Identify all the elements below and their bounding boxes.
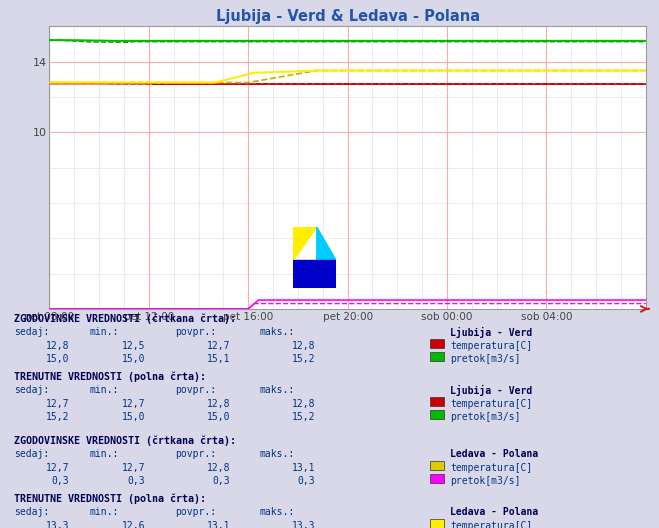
Text: 15,2: 15,2: [291, 412, 315, 422]
Text: 13,1: 13,1: [291, 463, 315, 473]
Text: pretok[m3/s]: pretok[m3/s]: [450, 412, 521, 422]
Text: 0,3: 0,3: [297, 476, 315, 486]
Text: 12,8: 12,8: [291, 399, 315, 409]
Text: 12,8: 12,8: [291, 341, 315, 351]
Text: 15,2: 15,2: [291, 354, 315, 364]
Text: 12,8: 12,8: [206, 399, 230, 409]
Text: pretok[m3/s]: pretok[m3/s]: [450, 354, 521, 364]
Text: 15,2: 15,2: [45, 412, 69, 422]
Text: 12,7: 12,7: [45, 463, 69, 473]
Text: 0,3: 0,3: [212, 476, 230, 486]
Text: maks.:: maks.:: [260, 327, 295, 337]
Bar: [430, 410, 444, 419]
Text: min.:: min.:: [90, 385, 119, 395]
Text: temperatura[C]: temperatura[C]: [450, 341, 532, 351]
Bar: [430, 519, 444, 528]
Text: maks.:: maks.:: [260, 385, 295, 395]
Text: temperatura[C]: temperatura[C]: [450, 399, 532, 409]
Text: povpr.:: povpr.:: [175, 385, 216, 395]
Bar: [430, 461, 444, 470]
Text: 13,1: 13,1: [206, 521, 230, 528]
Bar: [430, 352, 444, 361]
Text: pretok[m3/s]: pretok[m3/s]: [450, 476, 521, 486]
Text: sedaj:: sedaj:: [14, 507, 49, 517]
Text: 12,7: 12,7: [45, 399, 69, 409]
Text: 12,6: 12,6: [121, 521, 145, 528]
Text: Ledava - Polana: Ledava - Polana: [450, 449, 538, 459]
Text: 12,5: 12,5: [121, 341, 145, 351]
Text: min.:: min.:: [90, 507, 119, 517]
Polygon shape: [317, 227, 336, 260]
Text: ZGODOVINSKE VREDNOSTI (črtkana črta):: ZGODOVINSKE VREDNOSTI (črtkana črta):: [14, 436, 236, 446]
Text: 13,3: 13,3: [291, 521, 315, 528]
Text: sedaj:: sedaj:: [14, 385, 49, 395]
Text: 12,7: 12,7: [121, 463, 145, 473]
Text: 0,3: 0,3: [127, 476, 145, 486]
Text: 12,7: 12,7: [121, 399, 145, 409]
Bar: [430, 338, 444, 347]
Text: temperatura[C]: temperatura[C]: [450, 463, 532, 473]
Text: sedaj:: sedaj:: [14, 449, 49, 459]
Text: 13,3: 13,3: [45, 521, 69, 528]
Text: maks.:: maks.:: [260, 449, 295, 459]
Bar: [430, 474, 444, 484]
Text: 0,3: 0,3: [51, 476, 69, 486]
Bar: [430, 397, 444, 406]
Text: 15,1: 15,1: [206, 354, 230, 364]
Polygon shape: [293, 227, 317, 260]
Text: min.:: min.:: [90, 327, 119, 337]
Text: 12,7: 12,7: [206, 341, 230, 351]
Text: 15,0: 15,0: [121, 412, 145, 422]
Text: 12,8: 12,8: [45, 341, 69, 351]
Text: min.:: min.:: [90, 449, 119, 459]
Text: 15,0: 15,0: [45, 354, 69, 364]
Text: Ledava - Polana: Ledava - Polana: [450, 507, 538, 517]
Text: povpr.:: povpr.:: [175, 507, 216, 517]
Polygon shape: [293, 260, 336, 288]
Text: Ljubija - Verd: Ljubija - Verd: [450, 385, 532, 396]
Text: povpr.:: povpr.:: [175, 327, 216, 337]
Text: TRENUTNE VREDNOSTI (polna črta):: TRENUTNE VREDNOSTI (polna črta):: [14, 372, 206, 382]
Text: 15,0: 15,0: [206, 412, 230, 422]
Text: ZGODOVINSKE VREDNOSTI (črtkana črta):: ZGODOVINSKE VREDNOSTI (črtkana črta):: [14, 314, 236, 324]
Text: Ljubija - Verd: Ljubija - Verd: [450, 327, 532, 338]
Text: temperatura[C]: temperatura[C]: [450, 521, 532, 528]
Text: maks.:: maks.:: [260, 507, 295, 517]
Text: povpr.:: povpr.:: [175, 449, 216, 459]
Text: 12,8: 12,8: [206, 463, 230, 473]
Text: TRENUTNE VREDNOSTI (polna črta):: TRENUTNE VREDNOSTI (polna črta):: [14, 494, 206, 504]
Title: Ljubija - Verd & Ledava - Polana: Ljubija - Verd & Ledava - Polana: [215, 9, 480, 24]
Text: 15,0: 15,0: [121, 354, 145, 364]
Text: sedaj:: sedaj:: [14, 327, 49, 337]
